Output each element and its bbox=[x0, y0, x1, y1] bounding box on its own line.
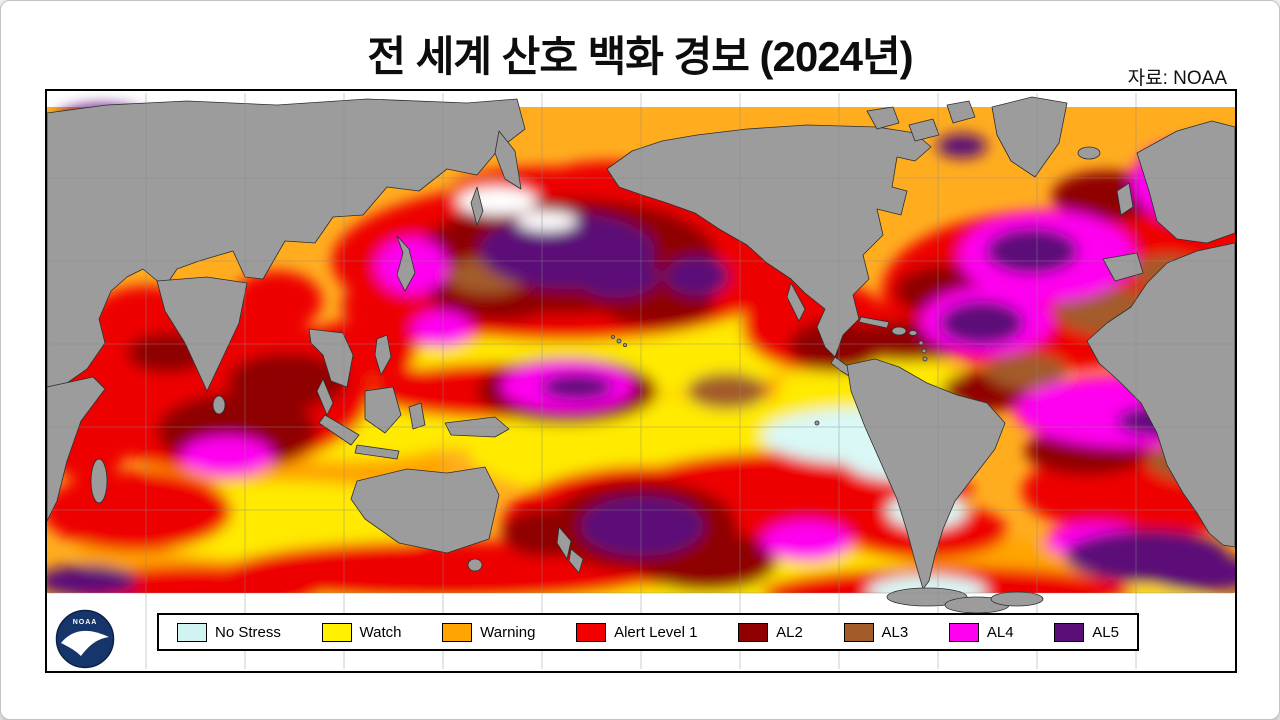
legend-swatch bbox=[738, 622, 769, 642]
north-america-land bbox=[606, 124, 932, 358]
legend-label: Watch bbox=[359, 623, 402, 641]
legend-item-al3: AL3 bbox=[843, 622, 909, 642]
legend-label: Alert Level 1 bbox=[614, 623, 698, 641]
eurasia-land bbox=[47, 98, 526, 388]
greenland-land bbox=[991, 96, 1068, 178]
india-land bbox=[156, 276, 248, 392]
world-map-frame: No Stress Watch Warning Alert Level 1 AL… bbox=[45, 89, 1237, 673]
legend-swatch bbox=[576, 622, 607, 642]
legend-label: AL5 bbox=[1092, 623, 1119, 641]
land-layer bbox=[47, 96, 1235, 590]
legend-label: Warning bbox=[480, 623, 536, 641]
legend-swatch bbox=[1054, 622, 1085, 642]
legend-item-watch: Watch bbox=[321, 622, 402, 642]
graticule bbox=[49, 93, 1233, 669]
legend-item-warning: Warning bbox=[442, 622, 536, 642]
legend-item-al2: AL2 bbox=[738, 622, 803, 642]
legend-swatch bbox=[442, 622, 473, 642]
page-title: 전 세계 산호 백화 경보 (2024년) bbox=[367, 33, 913, 80]
seagull-icon bbox=[61, 630, 109, 656]
legend-label: AL2 bbox=[776, 623, 803, 641]
legend-swatch bbox=[321, 622, 352, 642]
legend-item-no-stress: No Stress bbox=[177, 622, 281, 642]
coral-bleaching-map bbox=[47, 91, 1235, 671]
source-credit: 자료: NOAA bbox=[1127, 68, 1227, 89]
legend-label: AL3 bbox=[881, 623, 909, 641]
legend-label: No Stress bbox=[215, 623, 281, 641]
legend-label: AL4 bbox=[986, 623, 1014, 641]
antarctica-fragments bbox=[886, 587, 1044, 614]
legend-item-al5: AL5 bbox=[1054, 622, 1119, 642]
legend-bar: No Stress Watch Warning Alert Level 1 AL… bbox=[157, 613, 1139, 651]
europe-land bbox=[1136, 120, 1235, 244]
japan-land bbox=[396, 235, 416, 292]
legend-swatch bbox=[948, 622, 979, 642]
noaa-logo-text: NOAA bbox=[73, 619, 98, 626]
noaa-logo: NOAA bbox=[55, 609, 115, 669]
africa-land bbox=[1086, 242, 1235, 548]
legend-item-alert-level-1: Alert Level 1 bbox=[576, 622, 698, 642]
legend-item-al4: AL4 bbox=[948, 622, 1014, 642]
south-america-land bbox=[846, 358, 1006, 590]
legend-swatch bbox=[843, 622, 874, 642]
legend-swatch bbox=[177, 622, 207, 642]
